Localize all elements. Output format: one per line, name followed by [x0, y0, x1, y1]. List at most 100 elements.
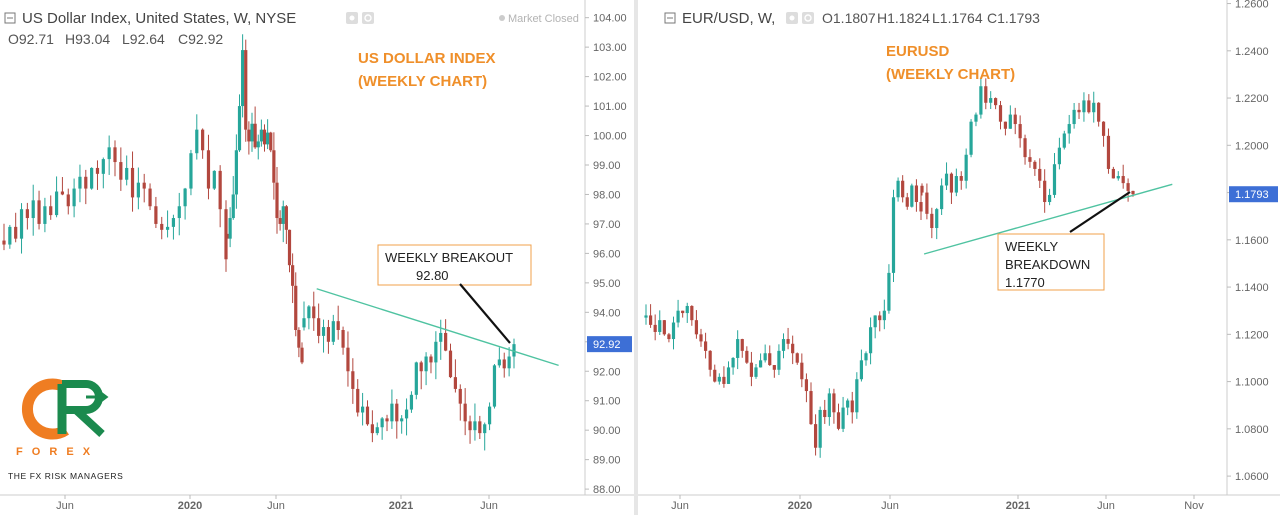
candle	[429, 354, 433, 374]
candle-body	[667, 334, 671, 340]
chart-panel-2[interactable]: 1.26001.24001.22001.20001.18001.16001.14…	[638, 0, 1280, 512]
candle	[1097, 102, 1101, 127]
candle-body	[183, 188, 187, 207]
candle	[43, 197, 47, 233]
candle-body	[269, 132, 273, 151]
candle-body	[1111, 168, 1115, 179]
panel-divider	[634, 0, 638, 515]
candle-body	[266, 132, 270, 145]
collapse-icon[interactable]	[4, 12, 16, 24]
candle-body	[662, 320, 666, 335]
candle	[287, 229, 292, 273]
candle-body	[891, 197, 896, 273]
candle-body	[351, 371, 355, 389]
price-axis[interactable]: 1.26001.24001.22001.20001.18001.16001.14…	[1227, 0, 1269, 483]
dot-icon	[499, 15, 505, 21]
candle	[492, 364, 497, 409]
candle	[142, 173, 146, 203]
candle	[1013, 107, 1017, 135]
candle-body	[429, 356, 433, 363]
candle	[400, 415, 404, 434]
candle	[148, 183, 152, 211]
candle	[183, 187, 187, 220]
candle	[49, 195, 53, 220]
candle-body	[758, 360, 763, 368]
candle-body	[804, 379, 809, 392]
candle	[772, 365, 776, 378]
collapse-icon[interactable]	[664, 12, 676, 24]
candle-body	[944, 173, 949, 186]
candle-body	[1052, 164, 1057, 195]
time-tick-label: Jun	[671, 500, 689, 512]
candle-body	[195, 129, 199, 154]
candle	[60, 177, 65, 196]
price-axis[interactable]: 104.00 103.00 102.00 101.00 100.00 99.00 98.00…	[585, 13, 627, 496]
visibility-icon[interactable]	[786, 12, 798, 24]
candle	[699, 328, 703, 347]
candle-body	[8, 226, 12, 245]
visibility-icon[interactable]	[346, 12, 358, 24]
candle	[409, 391, 414, 413]
settings-icon[interactable]	[362, 12, 374, 24]
candle	[905, 192, 909, 210]
candle-body	[726, 367, 731, 384]
candle-body	[1087, 100, 1091, 113]
candle	[244, 39, 248, 142]
candle-body	[154, 206, 158, 224]
candle-body	[713, 369, 717, 382]
candle-body	[84, 176, 88, 189]
candle-body	[1092, 102, 1096, 113]
annotation[interactable]: WEEKLY BREAKDOWN 1.1770	[997, 191, 1131, 291]
candle	[160, 216, 164, 240]
chart-header[interactable]: US Dollar Index, United States, W, NYSE M…	[4, 10, 579, 47]
candle	[189, 149, 193, 196]
candle	[113, 140, 117, 177]
candle	[969, 119, 973, 158]
ohlc-l: L1.1764	[932, 10, 983, 26]
candle-body	[468, 421, 472, 431]
candle	[212, 170, 216, 191]
chart-header[interactable]: EUR/USD, W, O1.1807 H1.1824 L1.1764 C1.1793	[664, 10, 1040, 27]
candle-body	[873, 315, 877, 328]
candle	[800, 353, 804, 388]
price-tick-label: 1.2200	[1235, 93, 1269, 105]
trendline[interactable]	[923, 183, 1173, 255]
candle	[66, 188, 70, 215]
candle-body	[868, 327, 873, 354]
candle	[925, 183, 929, 220]
ohlc-c: C1.1793	[987, 10, 1040, 26]
candle-body	[130, 167, 135, 198]
candle-body	[331, 321, 335, 342]
candle-body	[404, 409, 409, 419]
candle-body	[72, 188, 76, 207]
last-price-badge-label: 1.1793	[1235, 189, 1269, 201]
candle	[930, 207, 934, 239]
candle-body	[914, 185, 919, 203]
candle	[731, 357, 735, 375]
symbol-title[interactable]: US Dollar Index, United States, W, NYSE	[22, 10, 296, 27]
candle	[385, 414, 389, 432]
time-axis[interactable]: Jun 2020 Jun 2021 Jun Nov	[671, 495, 1204, 512]
candle-body	[994, 98, 998, 106]
candle-body	[855, 379, 859, 413]
candle	[740, 338, 744, 358]
candle-body	[1062, 133, 1066, 148]
price-tick-label: 95.00	[593, 278, 621, 290]
annotation[interactable]: WEEKLY BREAKOUT 92.80	[377, 244, 532, 344]
settings-icon[interactable]	[802, 12, 814, 24]
candle	[671, 316, 676, 350]
chart-panel-1[interactable]: 104.00 103.00 102.00 101.00 100.00 99.00 98.00…	[0, 0, 634, 512]
candle-body	[1057, 147, 1061, 165]
time-axis[interactable]: Jun 2020 Jun 2021 Jun	[56, 495, 498, 512]
symbol-title[interactable]: EUR/USD, W,	[682, 10, 775, 27]
trendline[interactable]	[316, 288, 559, 367]
candle	[302, 301, 306, 331]
candle-body	[859, 360, 864, 380]
candle-body	[365, 406, 370, 425]
price-tick-label: 101.00	[593, 101, 627, 113]
candle	[307, 305, 311, 330]
candle	[54, 176, 59, 218]
candle-body	[14, 226, 18, 239]
candle-body	[959, 176, 963, 181]
